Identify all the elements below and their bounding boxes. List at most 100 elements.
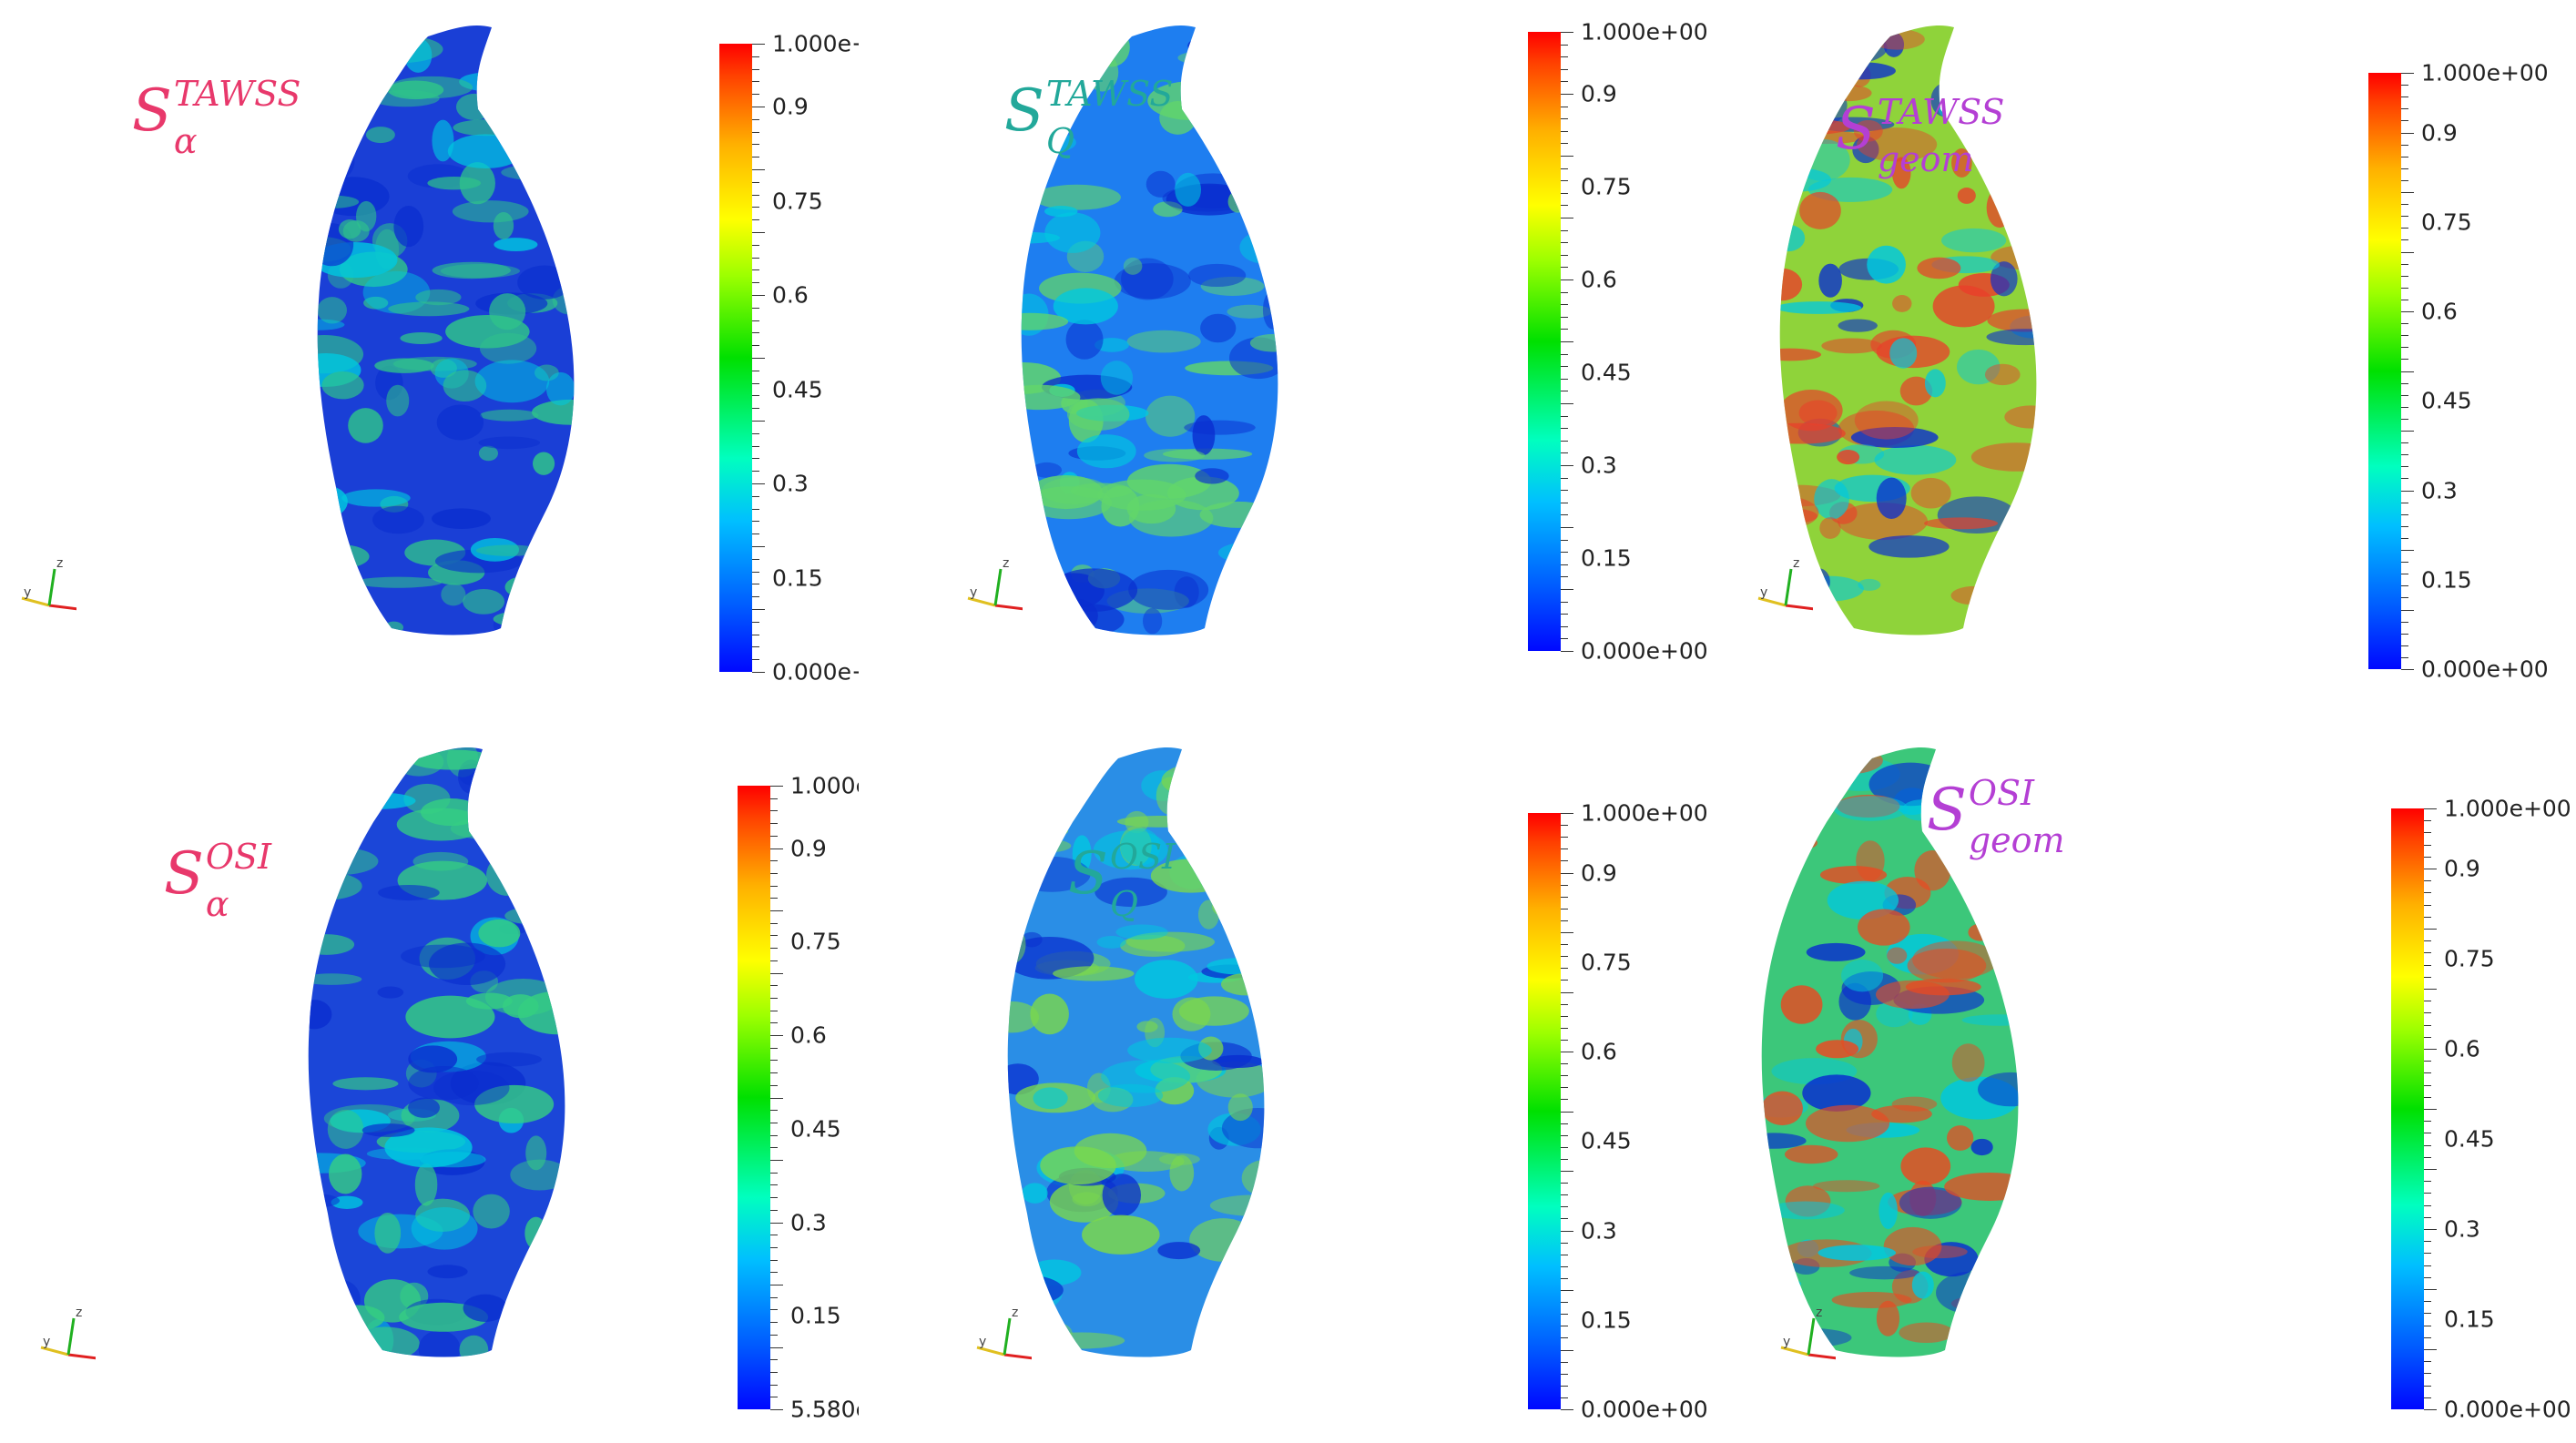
- svg-text:y: y: [24, 585, 31, 600]
- colorbar-tick: [770, 810, 778, 812]
- colorbar-tick: [1561, 1409, 1573, 1410]
- colorbar: 1.000e+00 0.9 0.75 0.6 0.45 0.3 0.15 0.000e+00: [1528, 800, 1708, 1423]
- colorbar-tick: [1561, 1349, 1573, 1351]
- colorbar-tick: [1561, 452, 1568, 454]
- colorbar-tick: [752, 345, 759, 347]
- colorbar-tick: [2424, 1373, 2431, 1375]
- vessel-surface: [1021, 25, 1278, 635]
- colorbar-tick: [1561, 884, 1568, 886]
- colorbar-tick: [752, 571, 759, 573]
- vessel-surface: [1779, 25, 2037, 635]
- colorbar-tick-label: 0.75: [2421, 208, 2472, 236]
- colorbar-tick: [2424, 989, 2437, 990]
- colorbar-tick: [1561, 465, 1573, 466]
- colorbar-tick: [752, 558, 759, 560]
- orientation-axes-icon: xyz: [21, 556, 76, 611]
- colorbar-tick-label: 0.75: [1581, 173, 1632, 200]
- colorbar-tick: [752, 219, 759, 221]
- colorbar-tick: [2424, 820, 2431, 822]
- orientation-axes-icon: xyz: [1757, 556, 1813, 611]
- colorbar-tick: [2401, 562, 2408, 564]
- colorbar-tick-label: 0.9: [1581, 80, 1617, 107]
- colorbar-tick: [1561, 130, 1568, 132]
- colorbar: 1.000e+00 0.9 0.75 0.6 0.45 0.3 0.15 5.580e-33: [738, 773, 859, 1423]
- colorbar-tick: [1561, 944, 1568, 946]
- field-label-superscript: OSI: [1109, 837, 1176, 877]
- colorbar-tick: [1561, 638, 1568, 640]
- colorbar-tick: [1561, 44, 1568, 46]
- colorbar-tick: [770, 1222, 783, 1224]
- colorbar-tick-label: 0.45: [1581, 1127, 1632, 1154]
- colorbar: 1.000e+00 0.9 0.75 0.6 0.45 0.3 0.15 0.000e+00: [1528, 19, 1708, 665]
- colorbar-tick: [752, 672, 765, 673]
- colorbar-tick: [770, 798, 778, 799]
- colorbar-tick: [752, 646, 759, 648]
- colorbar-tick: [752, 596, 759, 598]
- colorbar-tick: [2401, 406, 2408, 408]
- colorbar-tick: [770, 1409, 783, 1410]
- colorbar-tick: [2401, 275, 2408, 277]
- colorbar-tick: [752, 244, 759, 246]
- colorbar-tick-label: 0.6: [1581, 1038, 1617, 1065]
- colorbar-tick: [2424, 1072, 2431, 1074]
- svg-text:z: z: [1793, 556, 1799, 571]
- colorbar-tick: [752, 307, 759, 309]
- colorbar-tick: [2401, 454, 2408, 456]
- colorbar-tick-label: 0.45: [2444, 1125, 2495, 1153]
- colorbar-tick: [2424, 1397, 2431, 1398]
- orientation-axes-icon: xyz: [1780, 1306, 1836, 1360]
- colorbar-tick-label: 0.15: [790, 1302, 841, 1329]
- colorbar-gradient: [719, 44, 752, 672]
- colorbar-tick: [752, 207, 759, 208]
- field-label: S OSI Q: [1068, 839, 1176, 921]
- colorbar-tick: [770, 1259, 778, 1261]
- colorbar-tick-label: 0.3: [1581, 452, 1617, 479]
- panel-tawss-q: S TAWSS Q 1.000e+00 0.9 0.75 0.6 0.45 0.3 0.15 0.0…: [859, 0, 1717, 721]
- colorbar-tick-label: 1.000e+00: [2444, 795, 2571, 822]
- colorbar-tick: [2401, 490, 2414, 492]
- svg-text:z: z: [56, 556, 63, 571]
- colorbar-tick: [2424, 1349, 2437, 1350]
- colorbar-tick: [1561, 353, 1568, 355]
- colorbar-tick: [2401, 216, 2408, 218]
- orientation-axes-icon: xyz: [967, 556, 1023, 611]
- colorbar-tick: [1561, 1265, 1568, 1267]
- colorbar-tick: [752, 282, 759, 284]
- colorbar-tick: [2401, 251, 2414, 253]
- colorbar-tick: [1561, 1039, 1568, 1041]
- colorbar-tick: [752, 458, 759, 460]
- colorbar-tick: [770, 1110, 778, 1112]
- colorbar-tick: [770, 823, 778, 825]
- colorbar-tick: [1561, 168, 1568, 169]
- colorbar-tick: [1561, 94, 1573, 95]
- colorbar-tick: [1561, 1290, 1573, 1291]
- colorbar-tick: [752, 395, 759, 397]
- colorbar-tick: [1561, 378, 1568, 380]
- colorbar-tick: [770, 1209, 778, 1211]
- colorbar-tick: [770, 1022, 778, 1024]
- colorbar-tick: [770, 1060, 778, 1062]
- colorbar-tick: [1561, 825, 1568, 827]
- vessel-surface: [1761, 747, 2019, 1357]
- field-label-subscript: geom: [1968, 820, 2065, 860]
- colorbar-tick: [2401, 239, 2408, 241]
- orientation-axes-icon: xyz: [40, 1306, 96, 1360]
- colorbar-tick: [752, 521, 759, 523]
- colorbar-tick: [2424, 916, 2431, 918]
- colorbar-tick: [1561, 143, 1568, 145]
- vessel-surface: [317, 25, 575, 635]
- colorbar-tick-label: 0.9: [2421, 119, 2458, 146]
- colorbar-tick: [2401, 359, 2408, 361]
- colorbar-tick: [770, 935, 778, 937]
- colorbar: 1.000e+00 0.9 0.75 0.6 0.45 0.3 0.15 0.000e+00: [2391, 796, 2571, 1423]
- colorbar-tick: [2401, 382, 2408, 384]
- colorbar-tick: [752, 621, 759, 623]
- colorbar-tick: [1561, 896, 1568, 898]
- colorbar-tick: [752, 408, 759, 410]
- colorbar-tick: [2401, 85, 2408, 86]
- colorbar-tick: [2401, 371, 2414, 372]
- colorbar-tick: [1561, 156, 1573, 157]
- colorbar-tick: [2401, 204, 2408, 206]
- colorbar-tick: [2424, 1289, 2437, 1290]
- colorbar-tick: [1561, 539, 1568, 541]
